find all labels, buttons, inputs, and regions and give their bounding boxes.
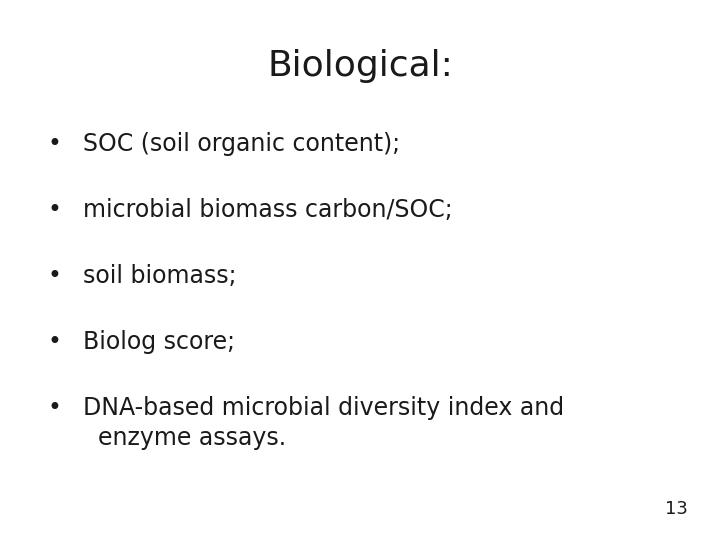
- Text: •: •: [47, 264, 61, 288]
- Text: •: •: [47, 132, 61, 156]
- Text: soil biomass;: soil biomass;: [83, 264, 236, 288]
- Text: 13: 13: [665, 501, 688, 518]
- Text: DNA-based microbial diversity index and
  enzyme assays.: DNA-based microbial diversity index and …: [83, 396, 564, 450]
- Text: Biological:: Biological:: [267, 49, 453, 83]
- Text: •: •: [47, 330, 61, 354]
- Text: •: •: [47, 198, 61, 222]
- Text: microbial biomass carbon/SOC;: microbial biomass carbon/SOC;: [83, 198, 452, 222]
- Text: SOC (soil organic content);: SOC (soil organic content);: [83, 132, 400, 156]
- Text: Biolog score;: Biolog score;: [83, 330, 235, 354]
- Text: •: •: [47, 396, 61, 420]
